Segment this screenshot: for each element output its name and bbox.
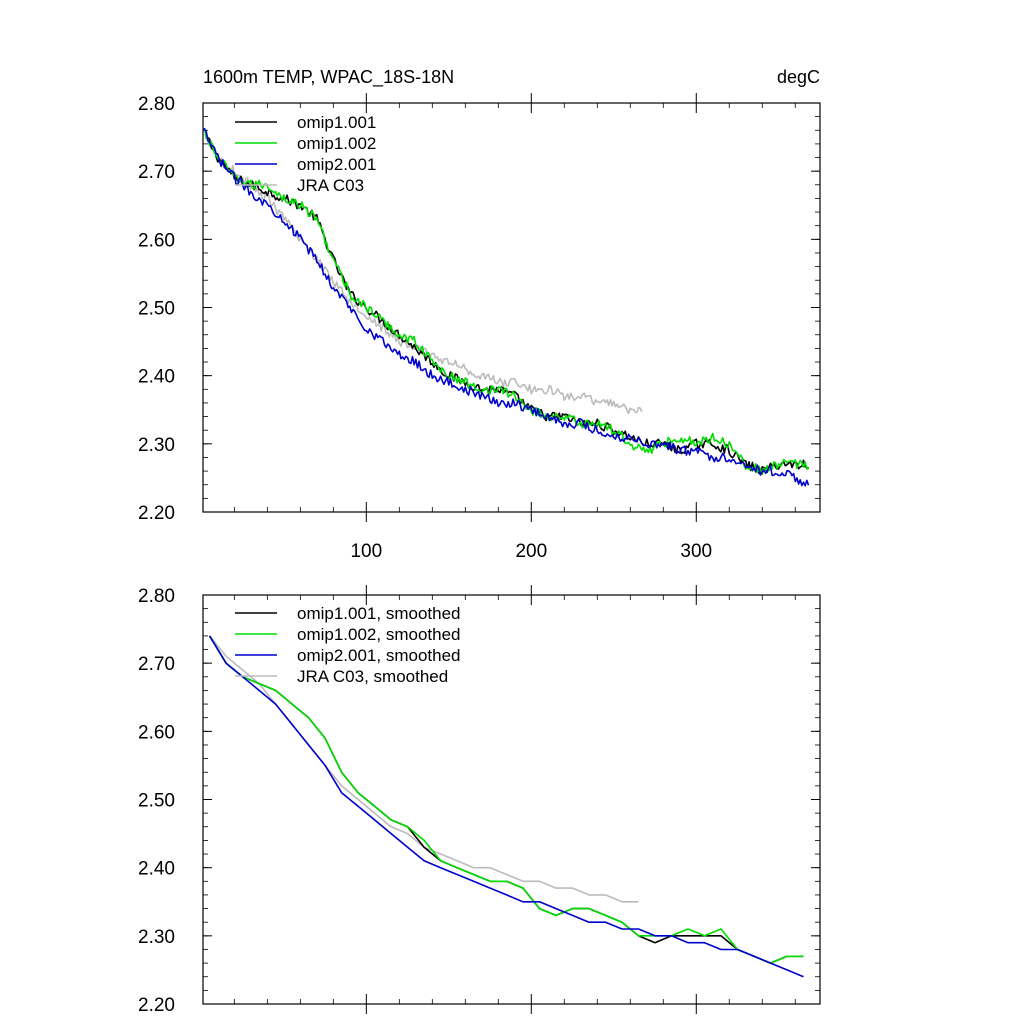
top-chart-panel: 1600m TEMP, WPAC_18S-18N degC 2.202.302.… (138, 67, 821, 562)
y-tick-label: 2.70 (138, 654, 175, 675)
y-tick-label: 2.30 (138, 435, 175, 456)
legend-label: omip2.001, smoothed (297, 646, 461, 665)
series-line-omip2-001-smoothed (208, 635, 804, 978)
bottom-axis-ticks: 2.20 2.30 2.40 2.50 2.60 2.70 2.80 (138, 585, 820, 1016)
bottom-series-lines (208, 635, 804, 978)
series-line-omip1-002 (203, 128, 810, 476)
y-tick-label: 2.60 (138, 722, 175, 743)
y-tick-label: 2.80 (138, 94, 175, 115)
series-line-omip1-001 (202, 127, 809, 476)
x-tick-label: 300 (680, 541, 712, 562)
series-line-omip2-001 (202, 127, 810, 487)
top-axis-ticks: 2.20 2.30 2.40 2.50 2.60 2.70 2.80 100 200 300 (138, 93, 820, 562)
top-legend: omip1.001 omip1.002 omip2.001 JRA C03 (235, 113, 376, 195)
y-tick-label: 2.20 (138, 995, 175, 1016)
top-plot-frame (202, 102, 821, 513)
series-line-jra-c03 (202, 127, 643, 415)
legend-label: JRA C03 (297, 176, 364, 195)
chart-units: degC (777, 67, 820, 87)
y-tick-label: 2.20 (138, 503, 175, 524)
legend-label: omip2.001 (297, 155, 376, 174)
y-tick-label: 2.70 (138, 162, 175, 183)
y-tick-label: 2.40 (138, 367, 175, 388)
legend-label: omip1.002 (297, 134, 376, 153)
y-tick-label: 2.30 (138, 927, 175, 948)
y-tick-label: 2.60 (138, 230, 175, 251)
legend-label: omip1.001 (297, 113, 376, 132)
y-tick-label: 2.40 (138, 859, 175, 880)
bottom-chart-panel: 2.20 2.30 2.40 2.50 2.60 2.70 2.80 omip1.001, … (138, 585, 821, 1016)
series-line-omip1-002-smoothed (208, 635, 804, 964)
chart-title: 1600m TEMP, WPAC_18S-18N (203, 67, 454, 88)
x-tick-label: 200 (515, 541, 547, 562)
bottom-legend: omip1.001, smoothed omip1.002, smoothed om… (235, 604, 461, 686)
bottom-plot-frame (202, 594, 821, 1005)
y-tick-label: 2.50 (138, 791, 175, 812)
legend-label: omip1.001, smoothed (297, 604, 461, 623)
y-tick-label: 2.80 (138, 586, 175, 607)
legend-label: omip1.002, smoothed (297, 625, 461, 644)
y-tick-label: 2.50 (138, 299, 175, 320)
x-tick-label: 100 (350, 541, 382, 562)
legend-label: JRA C03, smoothed (297, 667, 448, 686)
top-series-lines (202, 127, 810, 487)
